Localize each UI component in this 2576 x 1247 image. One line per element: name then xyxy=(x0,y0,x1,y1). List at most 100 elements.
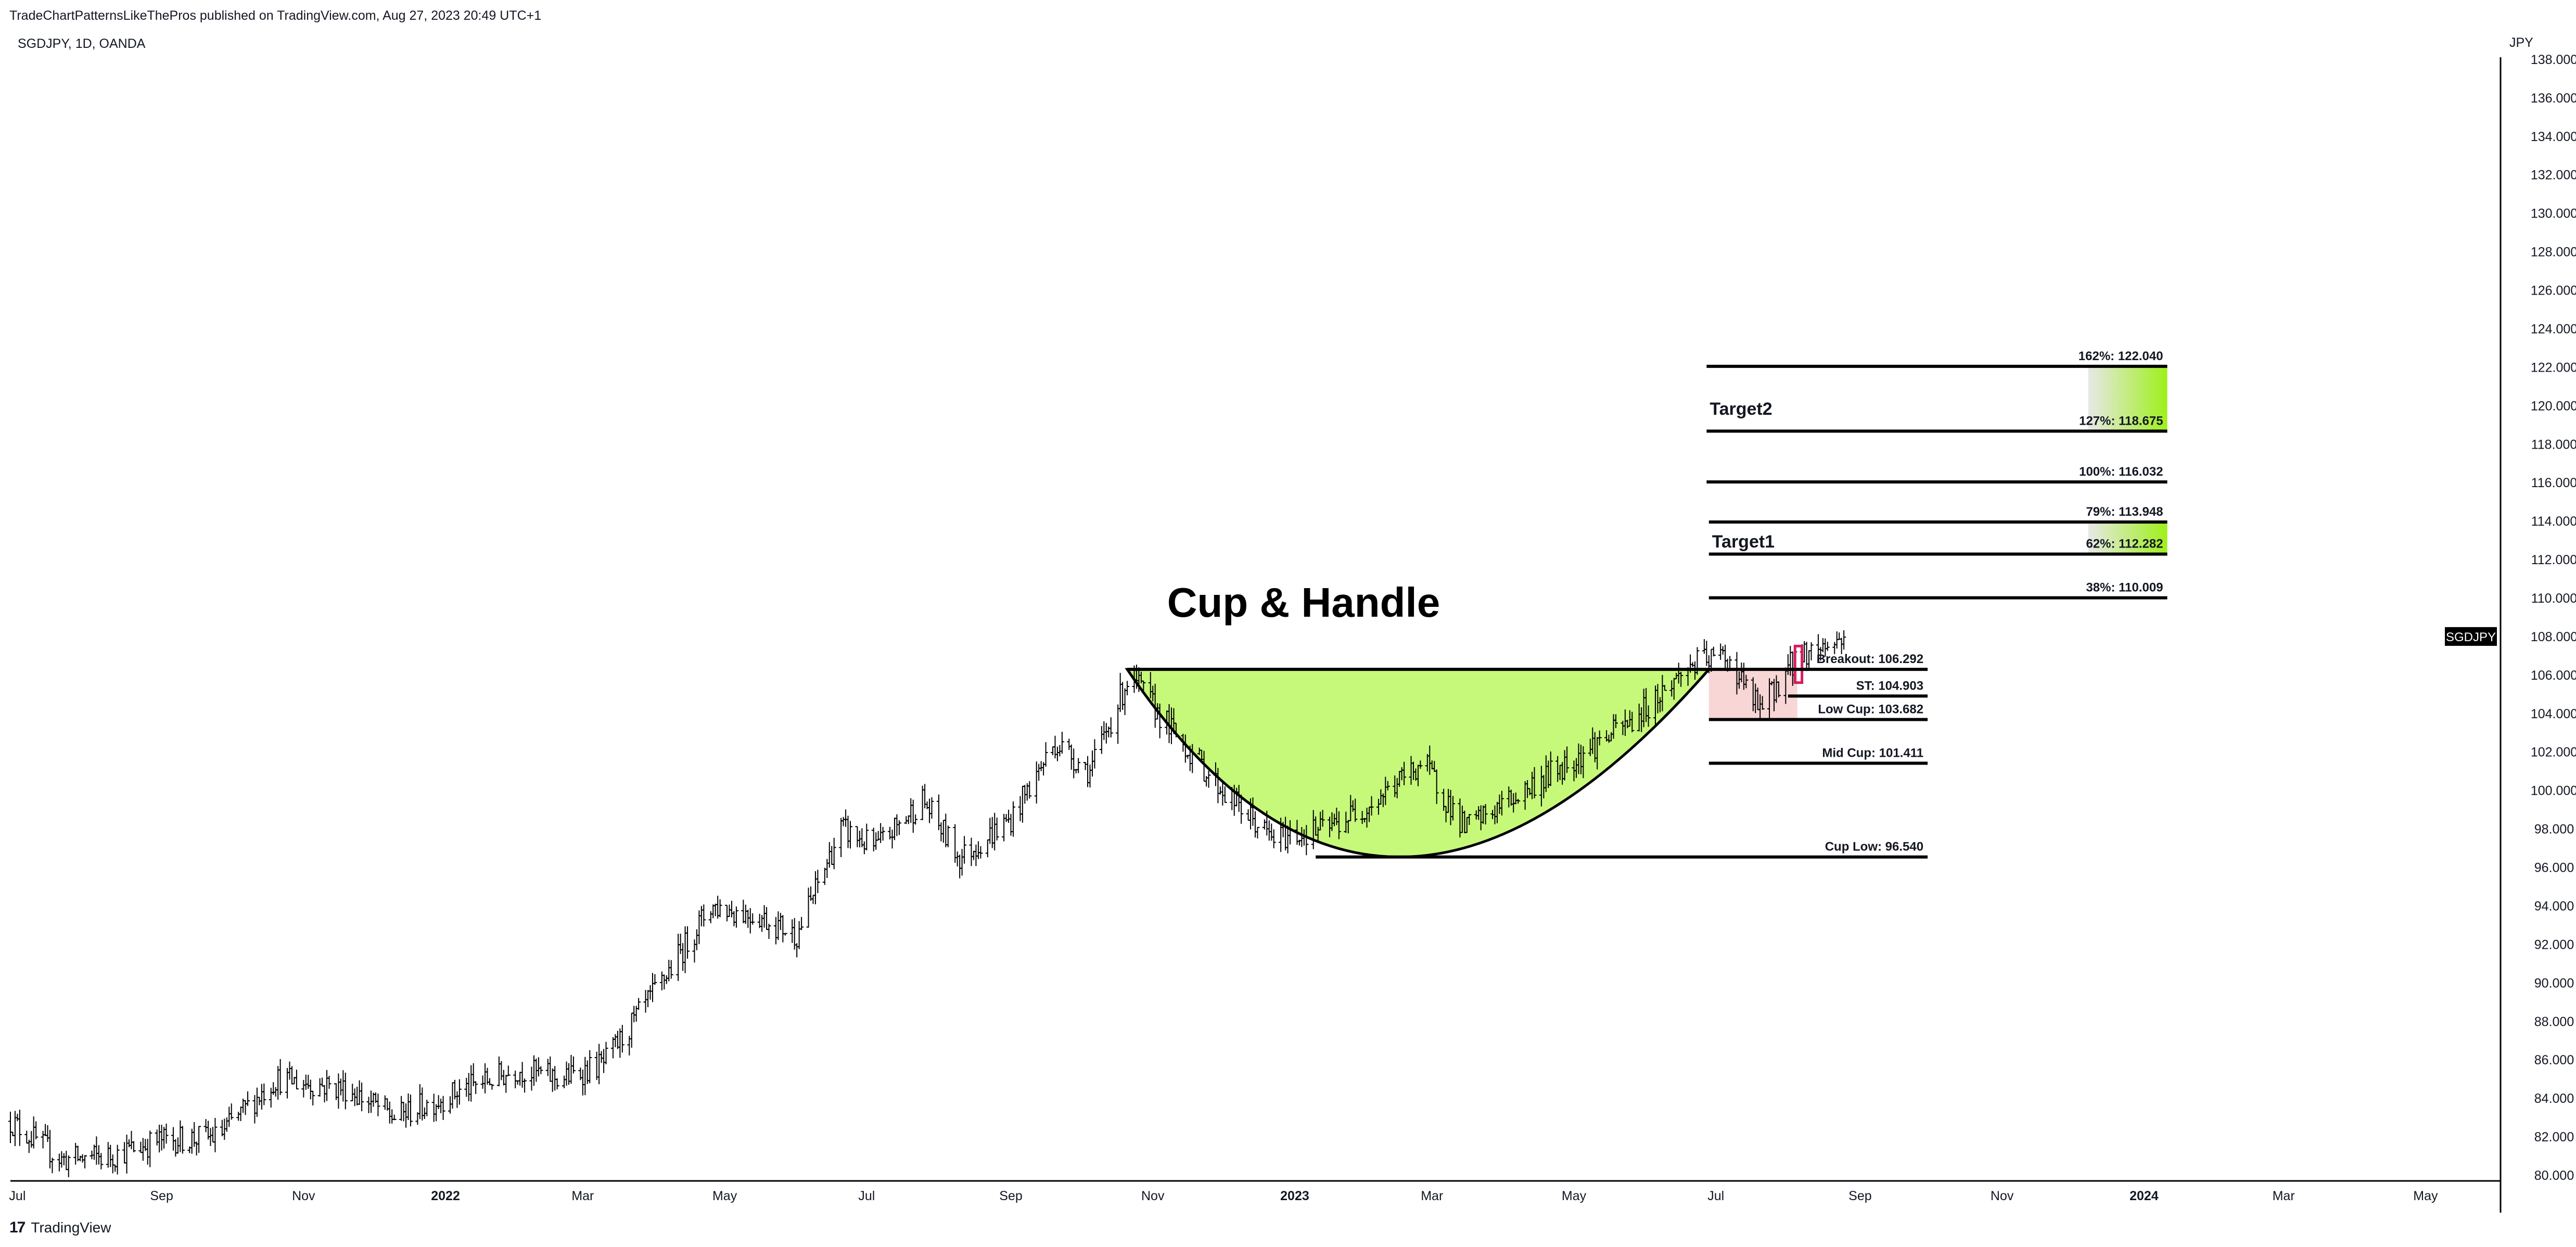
ohlc-bar xyxy=(711,904,716,919)
ohlc-bar xyxy=(110,1154,115,1174)
x-tick-label: Mar xyxy=(1421,1189,1443,1203)
ohlc-bar xyxy=(1467,814,1472,825)
ohlc-bar xyxy=(1434,769,1439,804)
ohlc-bar xyxy=(336,1073,341,1109)
ohlc-bar xyxy=(448,1096,453,1114)
ohlc-bar xyxy=(904,816,909,824)
y-tick-label: 134.000 xyxy=(2531,130,2576,144)
ohlc-bar xyxy=(988,818,992,844)
ohlc-bar xyxy=(382,1095,387,1110)
y-tick-label: 106.000 xyxy=(2531,668,2576,683)
tradingview-logo[interactable]: 17 TradingView xyxy=(9,1219,111,1237)
ohlc-bar xyxy=(767,923,771,939)
ohlc-bar xyxy=(548,1056,553,1082)
y-tick-label: 96.000 xyxy=(2534,861,2574,875)
ohlc-bar xyxy=(985,839,990,858)
ohlc-bar xyxy=(643,990,648,1013)
ohlc-bar xyxy=(545,1059,550,1076)
ohlc-bar xyxy=(320,1077,325,1087)
ohlc-bar xyxy=(224,1117,229,1132)
price-tag-label: SGDJPY xyxy=(2446,630,2496,644)
ohlc-bar xyxy=(390,1109,394,1124)
ohlc-bar xyxy=(1353,798,1358,822)
ohlc-bar xyxy=(392,1114,397,1121)
ohlc-bar xyxy=(1255,826,1260,839)
ohlc-bar xyxy=(992,812,997,850)
ohlc-bar xyxy=(457,1079,462,1105)
y-tick-label: 118.000 xyxy=(2531,437,2576,452)
ohlc-bar xyxy=(1262,819,1267,830)
ohlc-bar xyxy=(83,1155,87,1168)
ohlc-bar xyxy=(106,1142,110,1168)
ohlc-bar xyxy=(943,813,948,847)
ohlc-bar xyxy=(469,1065,474,1102)
x-tick-label: Sep xyxy=(150,1189,173,1203)
y-tick-label: 124.000 xyxy=(2531,322,2576,336)
x-tick-label: Jul xyxy=(1707,1189,1724,1203)
ohlc-bar xyxy=(1711,646,1716,657)
ohlc-bar xyxy=(892,818,897,841)
ohlc-bar xyxy=(1039,761,1043,771)
ohlc-bar xyxy=(355,1087,360,1105)
ohlc-bar xyxy=(1402,761,1407,785)
ohlc-bar xyxy=(73,1142,78,1165)
x-tick-label: 2023 xyxy=(1280,1189,1309,1203)
ohlc-bar xyxy=(127,1139,132,1148)
ohlc-bar xyxy=(929,797,934,819)
ohlc-bar xyxy=(466,1073,471,1101)
ohlc-bar xyxy=(43,1124,48,1136)
ohlc-bar xyxy=(994,817,999,841)
ohlc-bar xyxy=(531,1055,536,1086)
ohlc-bar xyxy=(357,1080,362,1105)
ohlc-bar xyxy=(113,1164,118,1172)
ohlc-bar xyxy=(455,1091,460,1108)
ohlc-bar xyxy=(276,1066,280,1100)
ohlc-bar xyxy=(1092,739,1097,769)
ohlc-bar xyxy=(553,1066,557,1091)
ohlc-bar xyxy=(501,1070,506,1086)
ohlc-bar xyxy=(1011,801,1015,837)
ohlc-bar xyxy=(341,1070,346,1102)
ohlc-bar xyxy=(708,911,713,923)
ohlc-bar xyxy=(1206,770,1211,788)
ohlc-bar xyxy=(1744,675,1749,689)
ohlc-bar xyxy=(597,1044,602,1085)
handle-marker xyxy=(1793,644,1804,684)
currency-label[interactable]: JPY xyxy=(2509,35,2533,50)
level-label: Cup Low: 96.540 xyxy=(1825,840,1923,854)
ohlc-bar xyxy=(439,1098,443,1113)
ohlc-bar xyxy=(124,1135,129,1174)
ohlc-bar xyxy=(978,846,983,859)
ohlc-bar xyxy=(1050,746,1055,756)
ohlc-bar xyxy=(874,832,878,850)
ohlc-bar xyxy=(806,887,811,928)
ohlc-bar xyxy=(881,826,885,841)
ohlc-bar xyxy=(1267,820,1271,841)
ohlc-bar xyxy=(550,1068,555,1092)
ohlc-bar xyxy=(57,1153,61,1172)
symbol-label[interactable]: SGDJPY, 1D, OANDA xyxy=(18,36,146,51)
y-tick-label: 80.000 xyxy=(2534,1168,2574,1183)
ohlc-bar xyxy=(1842,630,1846,650)
ohlc-bar xyxy=(311,1090,315,1106)
ohlc-bar xyxy=(75,1146,80,1162)
ohlc-bar xyxy=(31,1116,36,1149)
ohlc-bar xyxy=(610,1037,615,1059)
ohlc-bar xyxy=(667,960,671,982)
ohlc-bar xyxy=(1630,711,1635,733)
ohlc-bar xyxy=(1246,809,1251,821)
y-tick-label: 100.000 xyxy=(2531,784,2576,798)
ohlc-bar xyxy=(799,917,804,931)
ohlc-bar xyxy=(366,1097,371,1113)
ohlc-bar xyxy=(878,823,883,843)
ohlc-bar xyxy=(1157,703,1162,739)
ohlc-bar xyxy=(1218,786,1222,795)
ohlc-bar xyxy=(287,1061,292,1080)
ohlc-bar xyxy=(681,943,685,971)
ohlc-bar xyxy=(1060,732,1064,754)
ohlc-bar xyxy=(827,842,832,868)
ohlc-bar xyxy=(115,1144,120,1175)
ohlc-bar xyxy=(725,905,730,922)
ohlc-bar xyxy=(308,1079,313,1100)
